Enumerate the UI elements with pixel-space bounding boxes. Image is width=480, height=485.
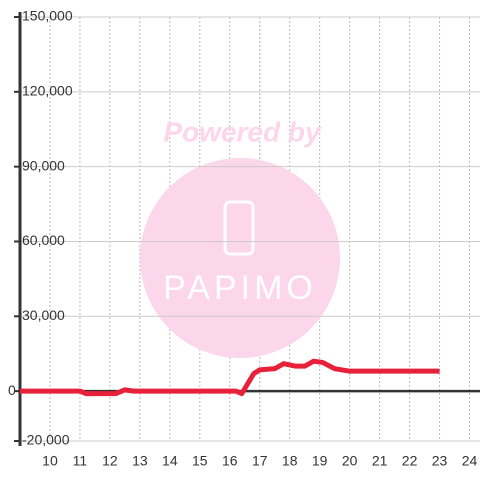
x-tick-label: 10 xyxy=(42,453,58,469)
x-tick-label: 22 xyxy=(402,453,418,469)
x-tick-label: 24 xyxy=(462,453,478,469)
x-tick-label: 18 xyxy=(282,453,298,469)
watermark-title: Powered by xyxy=(163,116,322,147)
y-tick-label: 150,000 xyxy=(22,8,73,24)
y-tick-label: 120,000 xyxy=(22,83,73,99)
y-tick-label: 90,000 xyxy=(22,157,65,173)
watermark-logo: PAPIMO xyxy=(163,269,317,307)
x-tick-label: 17 xyxy=(252,453,268,469)
x-tick-label: 14 xyxy=(162,453,178,469)
x-tick-label: 20 xyxy=(342,453,358,469)
watermark-circle xyxy=(140,158,340,358)
x-tick-label: 16 xyxy=(222,453,238,469)
x-tick-label: 23 xyxy=(432,453,448,469)
x-tick-label: 19 xyxy=(312,453,328,469)
x-tick-label: 11 xyxy=(73,453,88,469)
watermark-icon xyxy=(223,200,255,256)
y-tick-label: -20,000 xyxy=(22,432,70,448)
x-tick-label: 12 xyxy=(102,453,118,469)
y-tick-label: 0 xyxy=(8,382,16,398)
x-tick-label: 13 xyxy=(132,453,148,469)
data-line xyxy=(20,358,440,397)
y-tick-label: 30,000 xyxy=(22,307,65,323)
y-tick-label: 60,000 xyxy=(22,232,65,248)
x-tick-label: 21 xyxy=(372,453,388,469)
x-tick-label: 15 xyxy=(192,453,208,469)
